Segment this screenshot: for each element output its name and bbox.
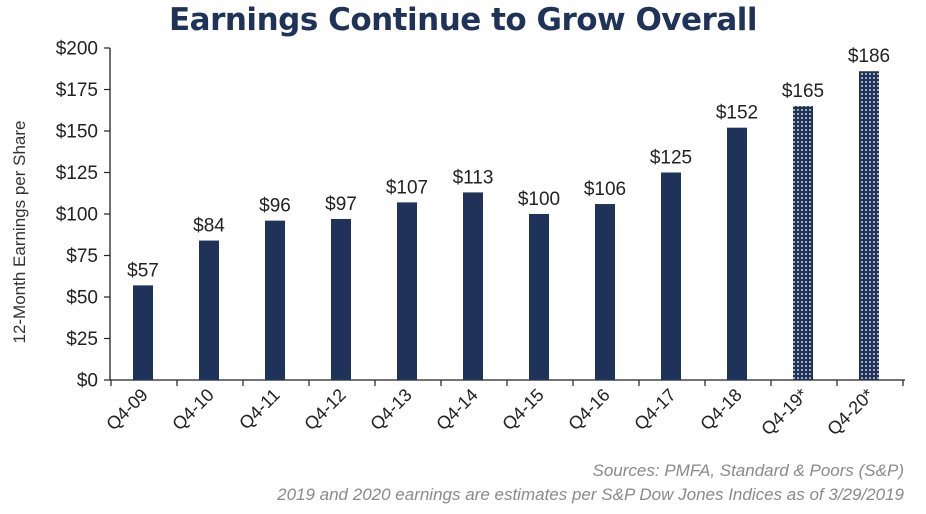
y-tick-label: $175: [56, 80, 98, 101]
bar: [661, 172, 681, 380]
bar-data-label: $96: [259, 196, 291, 217]
y-tick-label: $150: [56, 122, 98, 143]
x-tick-label: Q4-13: [366, 385, 416, 435]
bar: [265, 220, 285, 380]
x-tick-label: Q4-19*: [757, 385, 811, 439]
bars-group: [133, 71, 879, 381]
bar: [595, 204, 615, 380]
x-tick-label: Q4-18: [696, 385, 746, 435]
y-tick-label: $100: [56, 205, 98, 226]
bar: [397, 202, 417, 380]
bar: [463, 192, 483, 380]
y-tick-label: $125: [56, 163, 98, 184]
x-tick-label: Q4-11: [235, 385, 284, 434]
bar-data-label: $106: [584, 179, 626, 200]
x-tick-label: Q4-15: [498, 385, 548, 435]
x-tick-label: Q4-12: [300, 385, 350, 435]
bar-data-label: $152: [716, 103, 758, 124]
y-tick-label: $200: [56, 39, 98, 60]
y-axis-label: 12-Month Earnings per Share: [10, 120, 29, 343]
bar: [529, 214, 549, 380]
bar-estimate: [793, 106, 813, 380]
y-tick-label: $25: [66, 329, 98, 350]
data-labels-group: $57 $84 $96 $97 $107 $113 $100 $106 $125 $152 $165…: [127, 46, 890, 281]
bar-data-label: $57: [127, 260, 159, 281]
bar: [199, 240, 219, 380]
bar: [331, 218, 351, 380]
x-tick-label: Q4-09: [102, 385, 152, 435]
x-tick-label: Q4-20*: [823, 385, 877, 439]
estimate-disclaimer: 2019 and 2020 earnings are estimates per…: [277, 485, 904, 504]
bar-data-label: $165: [782, 81, 824, 102]
y-tick-label: $0: [77, 371, 98, 392]
x-tick-label: Q4-10: [168, 385, 218, 435]
y-tick-label: $75: [66, 246, 98, 267]
bar-data-label: $113: [453, 167, 494, 188]
y-tick-label: $50: [66, 288, 98, 309]
bar-data-label: $100: [518, 189, 560, 210]
chart-title: Earnings Continue to Grow Overall: [168, 2, 758, 38]
bar-data-label: $97: [325, 194, 357, 215]
bar-data-label: $186: [848, 46, 890, 67]
bar-estimate: [859, 71, 879, 381]
bar-data-label: $107: [386, 177, 428, 198]
bar: [727, 127, 747, 381]
bar: [133, 285, 153, 380]
sources-note: Sources: PMFA, Standard & Poors (S&P): [592, 461, 904, 480]
x-tick-label: Q4-16: [564, 385, 614, 435]
x-tick-label: Q4-17: [630, 385, 680, 435]
x-tick-label: Q4-14: [432, 385, 482, 435]
bar-data-label: $125: [650, 148, 692, 169]
bar-data-label: $84: [193, 216, 225, 237]
